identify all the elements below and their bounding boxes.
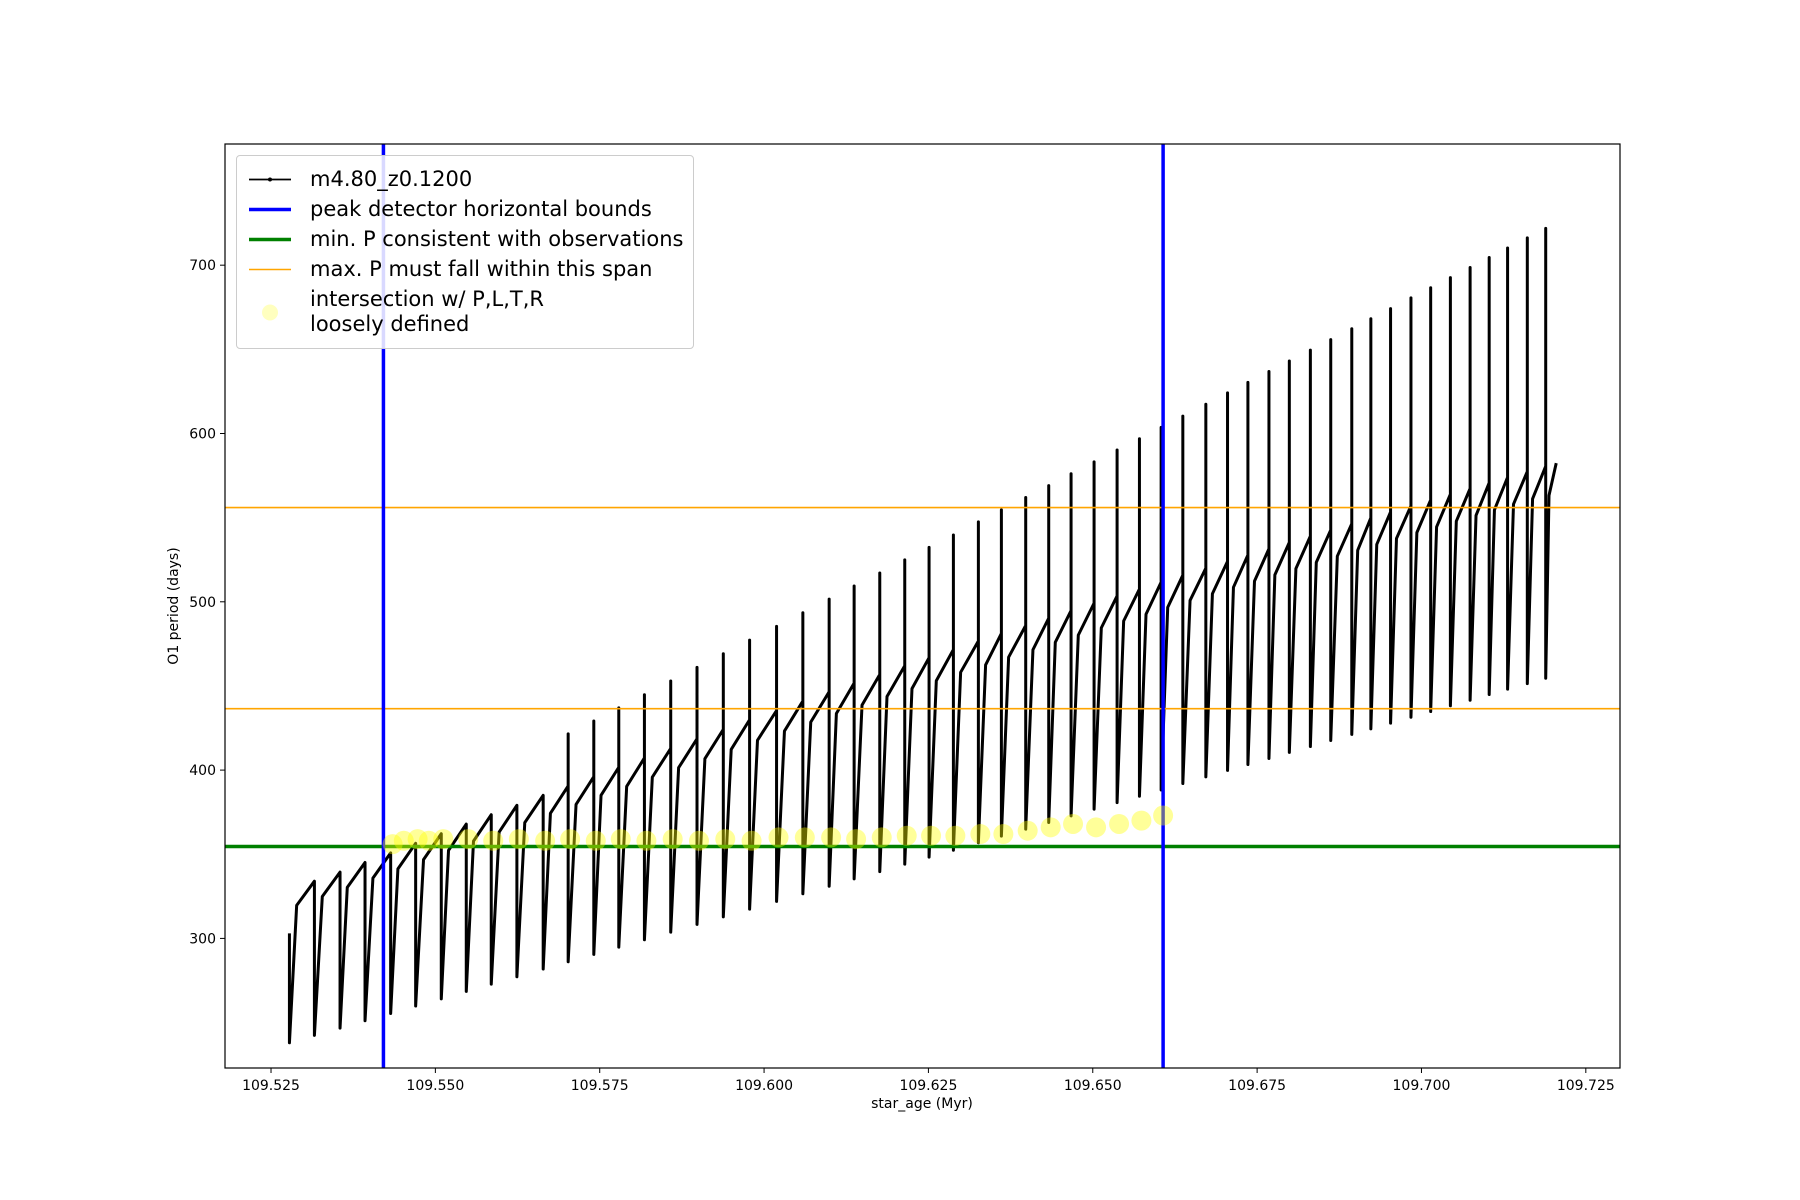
intersection-point (1086, 817, 1107, 838)
intersection-point (1131, 810, 1152, 831)
intersection-point (407, 829, 428, 850)
intersection-point (393, 830, 414, 851)
intersection-point (560, 829, 581, 850)
y-tick-label: 400 (189, 763, 216, 779)
intersection-point (1153, 805, 1174, 826)
y-tick-label: 700 (189, 258, 216, 274)
intersection-point (418, 830, 439, 851)
legend-entry: peak detector horizontal bounds (245, 197, 683, 222)
intersection-point (741, 830, 762, 851)
legend-swatch (262, 304, 278, 320)
intersection-point (535, 830, 556, 851)
intersection-point (382, 834, 403, 855)
intersection-point (970, 824, 991, 845)
intersection-point (896, 825, 917, 846)
x-tick-label: 109.725 (1557, 1078, 1615, 1094)
intersection-point (662, 829, 683, 850)
intersection-point (768, 827, 789, 848)
legend-swatch (249, 177, 291, 182)
x-tick-label: 109.600 (735, 1078, 793, 1094)
intersection-point (1109, 813, 1130, 834)
legend-label: max. P must fall within this span (310, 257, 653, 281)
y-axis-label: O1 period (days) (166, 547, 182, 664)
y-tick-label: 500 (189, 595, 216, 611)
x-axis-label: star_age (Myr) (871, 1096, 973, 1112)
legend-entry: m4.80_z0.1200 (245, 167, 683, 192)
legend-swatch (249, 237, 291, 242)
x-tick-label: 109.550 (406, 1078, 464, 1094)
y-tick-label: 300 (189, 931, 216, 947)
data-line (287, 226, 1558, 1045)
legend-dot (268, 177, 272, 182)
y-tick-label: 600 (189, 426, 216, 442)
intersection-point (993, 824, 1014, 845)
legend-label: m4.80_z0.1200 (310, 167, 473, 191)
x-tick-label: 109.575 (571, 1078, 629, 1094)
intersection-point (585, 830, 606, 851)
legend-swatch (249, 268, 291, 271)
x-tick-label: 109.700 (1393, 1078, 1451, 1094)
legend-entry: max. P must fall within this span (245, 257, 683, 282)
legend-label: peak detector horizontal bounds (310, 197, 652, 221)
intersection-point (1017, 820, 1038, 841)
legend-swatch (249, 207, 291, 212)
intersection-point (921, 825, 942, 846)
x-tick-label: 109.525 (242, 1078, 300, 1094)
intersection-point (821, 827, 842, 848)
intersection-point (433, 829, 454, 850)
x-tick-label: 109.650 (1064, 1078, 1122, 1094)
intersection-point (1063, 813, 1084, 834)
intersection-point (715, 829, 736, 850)
intersection-point (458, 829, 479, 850)
intersection-point (794, 827, 815, 848)
intersection-point (846, 829, 867, 850)
x-tick-label: 109.625 (899, 1078, 957, 1094)
intersection-point (610, 829, 631, 850)
legend-entry: intersection w/ P,L,T,R loosely defined (245, 287, 683, 337)
x-tick-label: 109.675 (1228, 1078, 1286, 1094)
intersection-point (945, 825, 966, 846)
legend-entry: min. P consistent with observations (245, 227, 683, 252)
legend-label: min. P consistent with observations (310, 227, 684, 251)
legend-marker (262, 304, 278, 320)
intersection-point (483, 830, 504, 851)
legend-label: intersection w/ P,L,T,R loosely defined (310, 287, 544, 336)
intersection-point (871, 827, 892, 848)
intersection-point (1040, 817, 1061, 838)
axes-frame (224, 143, 1621, 1069)
intersection-point (508, 829, 529, 850)
intersection-point (688, 830, 709, 851)
plot-area (225, 144, 1620, 1068)
intersection-point (636, 830, 657, 851)
